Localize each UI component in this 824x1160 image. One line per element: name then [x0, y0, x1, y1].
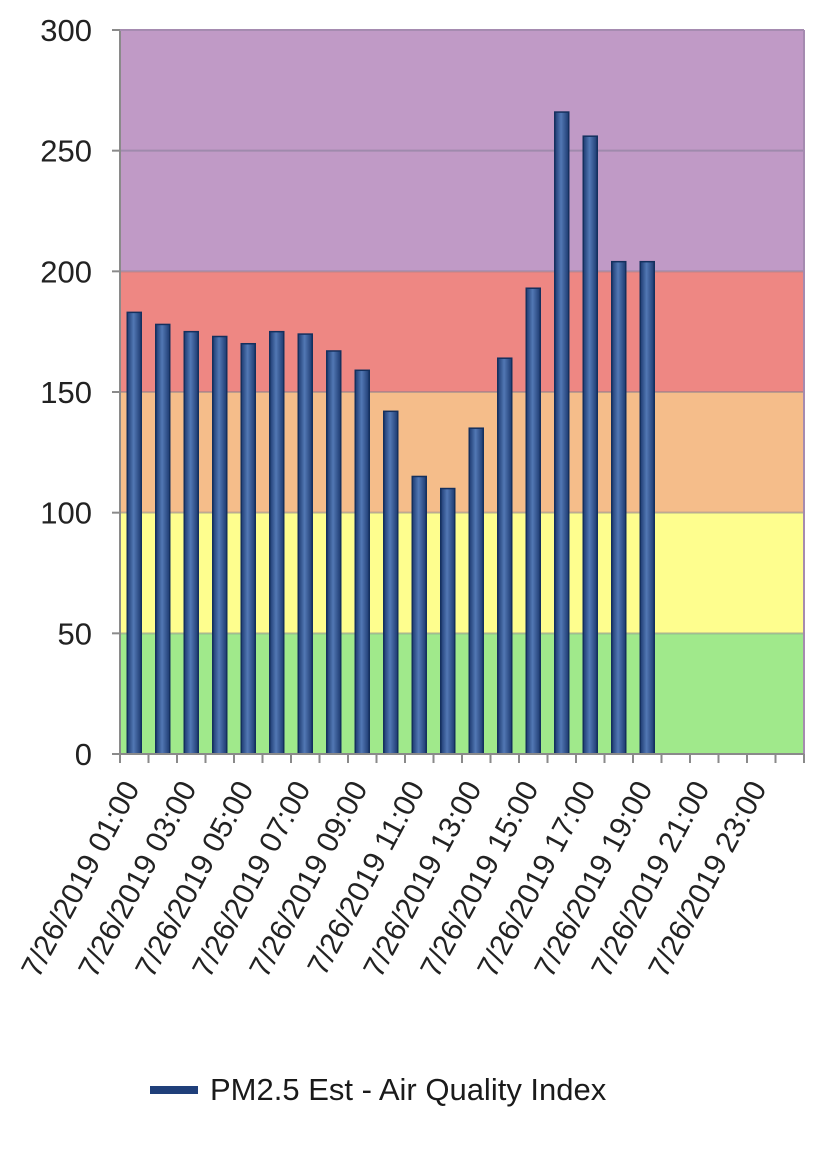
y-tick-label-50: 50 [58, 616, 92, 651]
aqi-band-2 [120, 392, 804, 513]
bar-7/26/2019 04:00 [212, 335, 228, 755]
y-tick-label-200: 200 [40, 254, 92, 289]
bar-7/26/2019 08:00 [326, 350, 342, 755]
bar-7/26/2019 17:00 [582, 135, 598, 755]
bar-7/26/2019 06:00 [269, 330, 285, 755]
bar-7/26/2019 15:00 [525, 287, 541, 755]
y-tick-labels: 0 50 100 150 200 250 300 [40, 13, 92, 772]
y-tick-label-300: 300 [40, 13, 92, 48]
y-tick-label-250: 250 [40, 134, 92, 169]
aqi-bands [120, 30, 804, 754]
bar-7/26/2019 16:00 [554, 111, 570, 755]
aqi-band-3 [120, 271, 804, 392]
bar-7/26/2019 02:00 [155, 323, 171, 755]
bar-7/26/2019 18:00 [611, 260, 627, 755]
bar-7/26/2019 03:00 [183, 330, 199, 755]
bar-7/26/2019 07:00 [297, 333, 313, 755]
aqi-band-4 [120, 30, 804, 272]
bar-7/26/2019 12:00 [440, 487, 456, 755]
bar-7/26/2019 11:00 [411, 475, 427, 755]
y-tick-label-150: 150 [40, 375, 92, 410]
bar-7/26/2019 05:00 [240, 342, 256, 755]
legend-label: PM2.5 Est - Air Quality Index [210, 1072, 607, 1107]
bar-7/26/2019 01:00 [126, 311, 142, 755]
bar-7/26/2019 14:00 [497, 357, 513, 755]
bar-7/26/2019 09:00 [354, 369, 370, 755]
y-tick-label-0: 0 [75, 737, 92, 772]
bar-7/26/2019 13:00 [468, 427, 484, 755]
x-tick-labels: 7/26/2019 01:007/26/2019 03:007/26/2019 … [15, 776, 773, 983]
legend: PM2.5 Est - Air Quality Index [150, 1072, 606, 1108]
axes [112, 29, 805, 763]
aqi-band-1 [120, 512, 804, 634]
legend-swatch [150, 1086, 198, 1094]
y-tick-label-100: 100 [40, 496, 92, 531]
aqi-band-0 [120, 633, 804, 754]
bar-7/26/2019 10:00 [383, 410, 399, 755]
bar-7/26/2019 19:00 [639, 260, 655, 755]
